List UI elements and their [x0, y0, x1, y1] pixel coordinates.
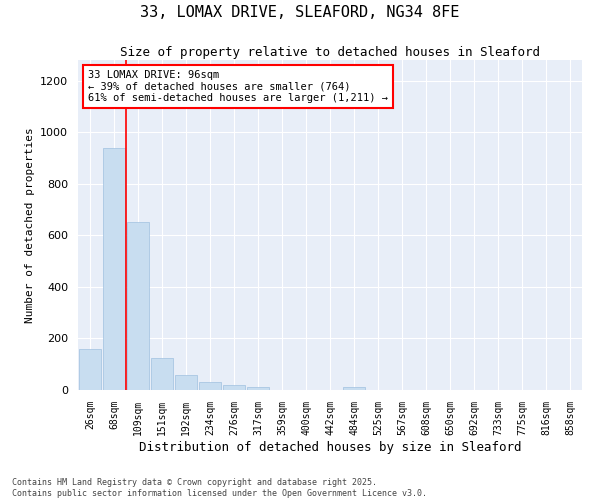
- Bar: [247, 388, 269, 390]
- Bar: [79, 349, 101, 390]
- Text: 33, LOMAX DRIVE, SLEAFORD, NG34 8FE: 33, LOMAX DRIVE, SLEAFORD, NG34 8FE: [140, 5, 460, 20]
- X-axis label: Distribution of detached houses by size in Sleaford: Distribution of detached houses by size …: [139, 440, 521, 454]
- Bar: [127, 222, 149, 390]
- Bar: [223, 386, 245, 390]
- Title: Size of property relative to detached houses in Sleaford: Size of property relative to detached ho…: [120, 46, 540, 59]
- Y-axis label: Number of detached properties: Number of detached properties: [25, 127, 35, 323]
- Bar: [151, 358, 173, 390]
- Bar: [199, 382, 221, 390]
- Text: 33 LOMAX DRIVE: 96sqm
← 39% of detached houses are smaller (764)
61% of semi-det: 33 LOMAX DRIVE: 96sqm ← 39% of detached …: [88, 70, 388, 103]
- Bar: [103, 148, 125, 390]
- Text: Contains HM Land Registry data © Crown copyright and database right 2025.
Contai: Contains HM Land Registry data © Crown c…: [12, 478, 427, 498]
- Bar: [343, 388, 365, 390]
- Bar: [175, 376, 197, 390]
